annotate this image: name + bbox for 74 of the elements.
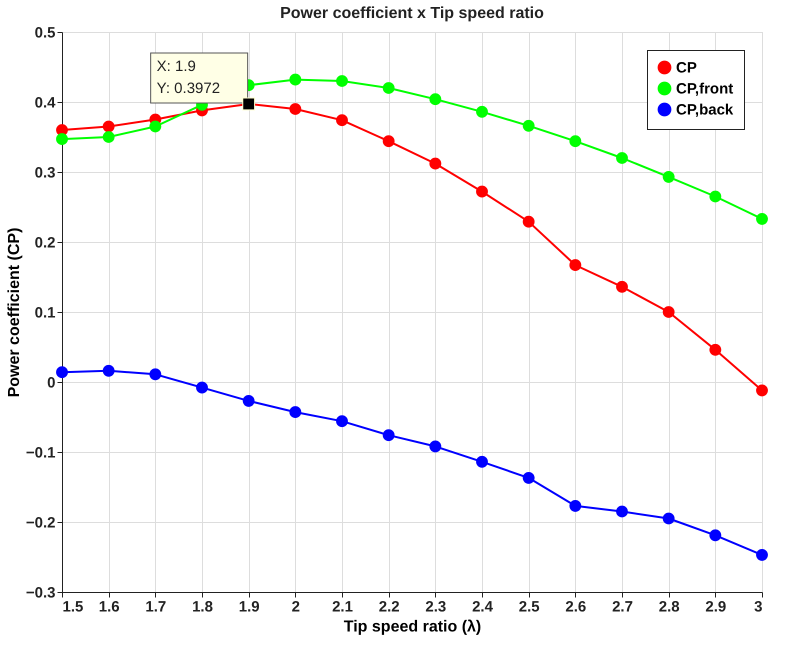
point [569,135,582,148]
x-axis-title: Tip speed ratio (λ) [344,618,482,636]
point [382,135,395,148]
point [616,506,628,518]
x-tick-label: 2.9 [705,598,726,616]
legend-label: CP [676,60,697,76]
point [382,429,395,442]
x-tick-label: 1.6 [98,598,120,616]
x-tick-label: 2.4 [472,598,494,616]
point [522,216,535,228]
point [476,106,488,118]
y-tick-label: −0.1 [26,444,56,462]
point [149,120,162,132]
point [289,406,302,418]
x-tick-label: 2.6 [565,598,586,616]
x-tick-label: 2.3 [425,598,446,616]
y-tick-label: 0.4 [34,94,56,112]
y-tick-label: 0 [47,374,56,392]
point [196,382,208,394]
point [429,93,442,106]
point [429,158,442,170]
point [56,133,68,146]
point [756,384,768,396]
point [102,120,115,132]
legend-label: CP,back [676,102,734,118]
point [102,364,115,377]
point [289,103,302,115]
y-tick-label: 0.1 [34,304,56,322]
x-tick-label: 1.5 [62,598,84,616]
point [616,152,628,164]
chart-title: Power coefficient x Tip speed ratio [280,5,544,22]
point [569,259,582,272]
x-tick-label: 2.1 [332,598,353,616]
point [616,280,628,293]
x-tick-label: 2.5 [518,598,540,616]
x-tick-label: 2.8 [658,598,680,616]
x-tick-label: 2.2 [378,598,400,616]
legend-label: CP,front [676,80,734,98]
point [662,306,675,318]
y-tick-label: −0.2 [26,514,56,532]
point [336,114,348,126]
point [429,440,442,452]
x-tick-label: 2.7 [612,598,633,616]
point [289,74,302,86]
point [522,472,535,484]
x-tick-label: 1.8 [192,598,213,616]
x-tick-label: 1.7 [145,598,166,616]
point [709,529,722,542]
y-tick-label: 0.5 [34,24,56,42]
x-tick-label: 1.9 [238,598,260,616]
y-tick-label: −0.3 [26,584,56,602]
point [756,212,768,225]
point [149,368,162,380]
point [336,75,348,87]
point [662,170,675,183]
annotation: X: 1.9 Y: 0.3972 [156,58,220,97]
x-tick-label: 2 [292,598,300,616]
point [522,120,535,132]
point [756,548,768,561]
point [56,366,68,378]
point [242,394,255,407]
y-axis-title: Power coefficient (CP) [6,228,23,398]
point [709,344,722,356]
point [476,186,488,198]
point [476,456,488,468]
point [102,131,115,143]
y-tick-label: 0.3 [34,164,56,182]
point [336,415,348,428]
point [382,82,395,94]
y-tick-label: 0.2 [34,234,56,252]
point [662,512,675,524]
point [709,190,722,202]
x-tick-label: 3 [754,598,762,616]
point [569,500,582,512]
